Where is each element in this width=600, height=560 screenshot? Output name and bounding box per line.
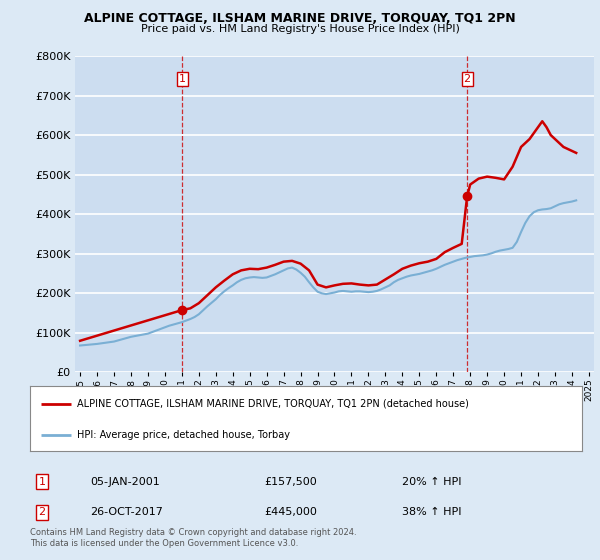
Text: 1: 1	[179, 74, 185, 84]
Text: Price paid vs. HM Land Registry's House Price Index (HPI): Price paid vs. HM Land Registry's House …	[140, 24, 460, 34]
Text: £157,500: £157,500	[264, 477, 317, 487]
Text: £445,000: £445,000	[264, 507, 317, 517]
Text: 2: 2	[38, 507, 46, 517]
Text: 05-JAN-2001: 05-JAN-2001	[90, 477, 160, 487]
Text: 20% ↑ HPI: 20% ↑ HPI	[402, 477, 461, 487]
Text: 38% ↑ HPI: 38% ↑ HPI	[402, 507, 461, 517]
Text: Contains HM Land Registry data © Crown copyright and database right 2024.
This d: Contains HM Land Registry data © Crown c…	[30, 528, 356, 548]
Text: ALPINE COTTAGE, ILSHAM MARINE DRIVE, TORQUAY, TQ1 2PN: ALPINE COTTAGE, ILSHAM MARINE DRIVE, TOR…	[84, 12, 516, 25]
Text: 2: 2	[464, 74, 470, 84]
Text: ALPINE COTTAGE, ILSHAM MARINE DRIVE, TORQUAY, TQ1 2PN (detached house): ALPINE COTTAGE, ILSHAM MARINE DRIVE, TOR…	[77, 399, 469, 409]
Text: HPI: Average price, detached house, Torbay: HPI: Average price, detached house, Torb…	[77, 430, 290, 440]
Text: 1: 1	[38, 477, 46, 487]
Text: 26-OCT-2017: 26-OCT-2017	[90, 507, 163, 517]
